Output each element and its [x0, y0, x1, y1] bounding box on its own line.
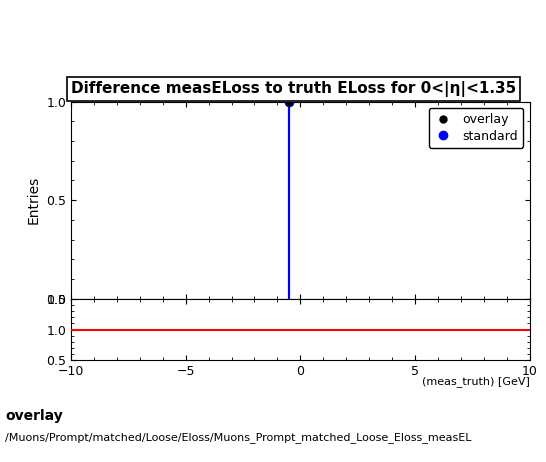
Legend: overlay, standard: overlay, standard	[429, 108, 524, 148]
Text: /Muons/Prompt/matched/Loose/Eloss/Muons_Prompt_matched_Loose_Eloss_measEL: /Muons/Prompt/matched/Loose/Eloss/Muons_…	[5, 432, 472, 443]
Text: overlay: overlay	[5, 409, 63, 423]
Text: (meas_truth) [GeV]: (meas_truth) [GeV]	[422, 377, 530, 388]
Y-axis label: Entries: Entries	[27, 176, 40, 225]
Text: Difference measELoss to truth ELoss for 0<|η|<1.35: Difference measELoss to truth ELoss for …	[71, 81, 516, 97]
